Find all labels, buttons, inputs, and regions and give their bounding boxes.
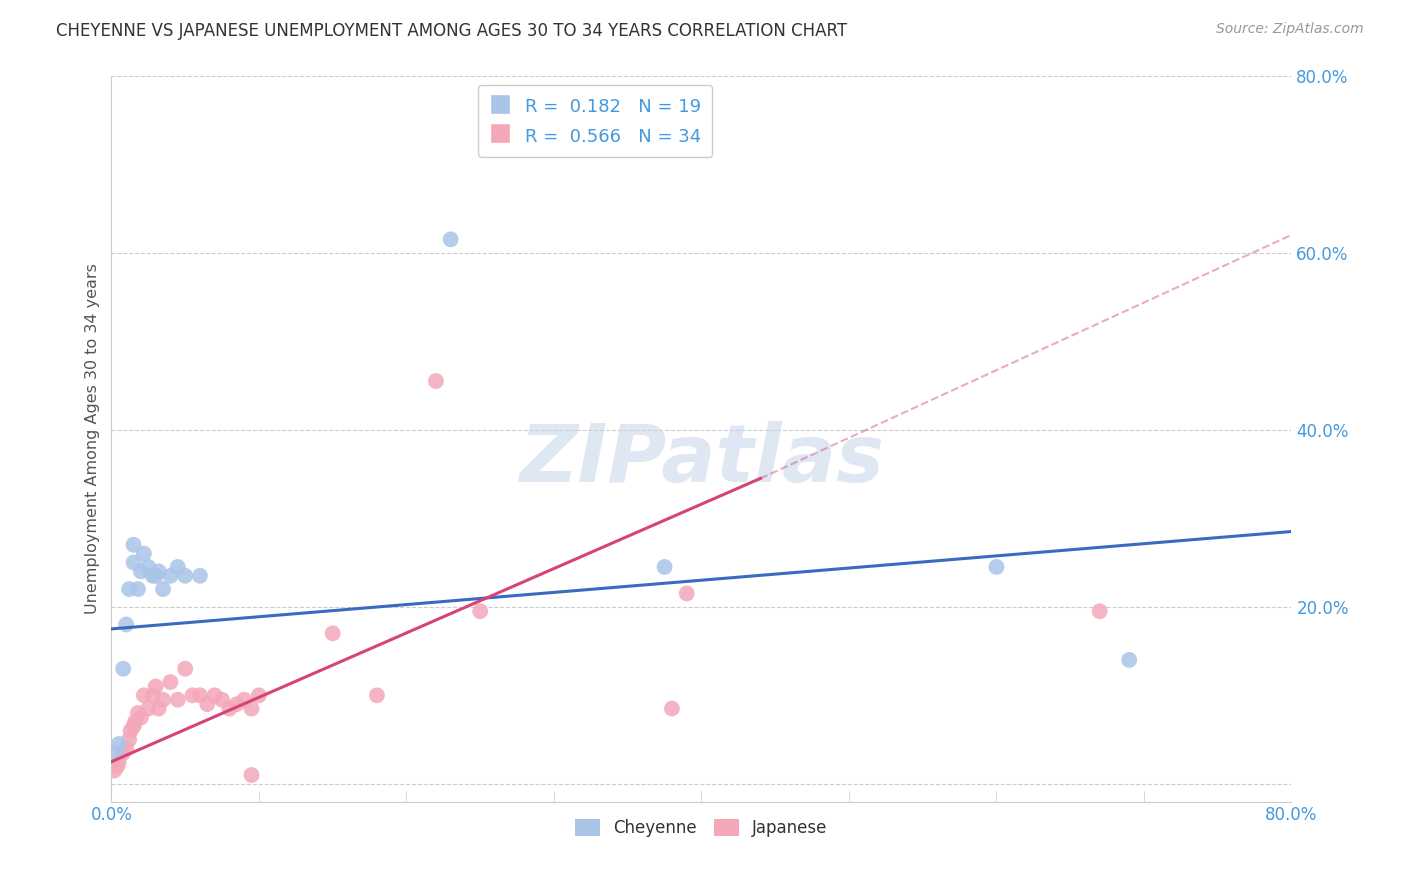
- Point: [470, 604, 492, 618]
- Point: [104, 746, 127, 760]
- Point: [136, 560, 159, 574]
- Point: [204, 689, 226, 703]
- Point: [129, 565, 152, 579]
- Point: [142, 689, 165, 703]
- Point: [233, 692, 256, 706]
- Point: [132, 689, 155, 703]
- Point: [174, 662, 197, 676]
- Point: [124, 714, 146, 729]
- Point: [188, 569, 211, 583]
- Point: [1088, 604, 1111, 618]
- Text: Source: ZipAtlas.com: Source: ZipAtlas.com: [1216, 22, 1364, 37]
- Point: [142, 569, 165, 583]
- Point: [218, 701, 240, 715]
- Point: [322, 626, 344, 640]
- Point: [240, 768, 263, 782]
- Point: [159, 675, 181, 690]
- Point: [654, 560, 676, 574]
- Point: [118, 732, 141, 747]
- Point: [115, 741, 138, 756]
- Point: [145, 569, 167, 583]
- Point: [112, 746, 135, 760]
- Point: [247, 689, 270, 703]
- Point: [240, 701, 263, 715]
- Point: [152, 692, 174, 706]
- Point: [195, 697, 218, 711]
- Point: [107, 755, 129, 769]
- Point: [181, 689, 204, 703]
- Point: [166, 560, 188, 574]
- Legend: Cheyenne, Japanese: Cheyenne, Japanese: [568, 813, 834, 844]
- Point: [152, 582, 174, 596]
- Point: [174, 569, 197, 583]
- Point: [129, 710, 152, 724]
- Point: [1118, 653, 1140, 667]
- Point: [159, 569, 181, 583]
- Point: [440, 232, 463, 246]
- Point: [127, 706, 149, 720]
- Point: [105, 759, 128, 773]
- Point: [120, 723, 142, 738]
- Point: [366, 689, 388, 703]
- Text: CHEYENNE VS JAPANESE UNEMPLOYMENT AMONG AGES 30 TO 34 YEARS CORRELATION CHART: CHEYENNE VS JAPANESE UNEMPLOYMENT AMONG …: [56, 22, 848, 40]
- Point: [661, 701, 683, 715]
- Point: [188, 689, 211, 703]
- Text: ZIPatlas: ZIPatlas: [519, 421, 884, 500]
- Point: [148, 701, 170, 715]
- Point: [118, 582, 141, 596]
- Point: [103, 764, 125, 778]
- Point: [675, 586, 697, 600]
- Point: [225, 697, 247, 711]
- Point: [145, 680, 167, 694]
- Point: [127, 582, 149, 596]
- Point: [112, 662, 135, 676]
- Point: [122, 538, 145, 552]
- Point: [986, 560, 1008, 574]
- Point: [115, 617, 138, 632]
- Point: [211, 692, 233, 706]
- Y-axis label: Unemployment Among Ages 30 to 34 years: Unemployment Among Ages 30 to 34 years: [86, 263, 100, 614]
- Point: [148, 565, 170, 579]
- Point: [132, 547, 155, 561]
- Point: [122, 719, 145, 733]
- Point: [136, 701, 159, 715]
- Point: [166, 692, 188, 706]
- Point: [122, 556, 145, 570]
- Point: [425, 374, 447, 388]
- Point: [107, 737, 129, 751]
